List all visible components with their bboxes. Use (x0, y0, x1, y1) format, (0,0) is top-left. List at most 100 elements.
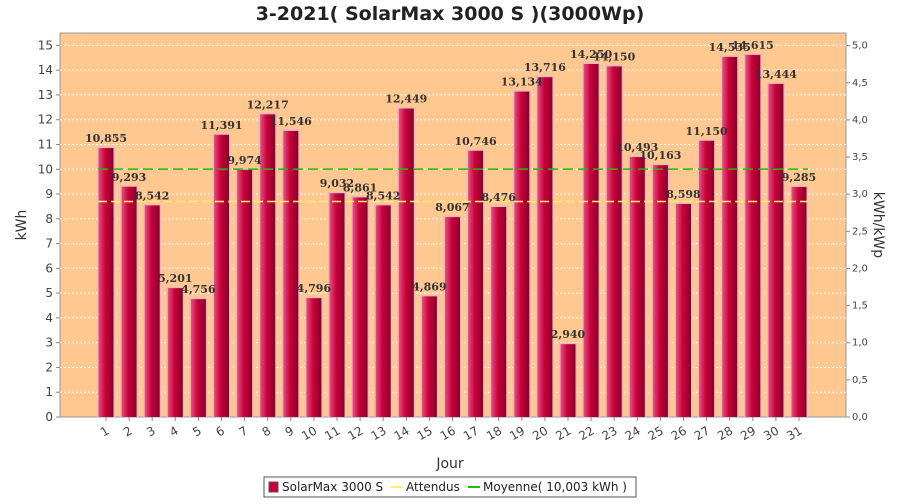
bar-group (166, 286, 185, 417)
x-tick-label: 19 (507, 423, 527, 443)
y-tick-label: 9 (45, 187, 53, 201)
bar-group (120, 185, 139, 417)
data-label: 10,163 (639, 149, 681, 162)
bar-group (443, 215, 462, 417)
x-tick-label: 27 (692, 423, 712, 443)
bar (214, 134, 229, 417)
data-label: 13,134 (501, 76, 543, 89)
bar (791, 186, 807, 417)
bar (537, 77, 553, 418)
bar-group (535, 75, 554, 418)
bar (375, 205, 391, 417)
bar-group (374, 203, 393, 417)
bar (468, 150, 484, 417)
legend-swatch-bar (268, 481, 279, 493)
data-label: 2,940 (551, 328, 586, 341)
y-tick-label: 4 (45, 311, 53, 325)
data-label: 4,796 (297, 282, 332, 295)
bar (237, 169, 253, 417)
y-right-tick-label: 3,5 (852, 152, 868, 163)
bar-group (766, 82, 785, 418)
data-label: 8,542 (135, 189, 169, 202)
x-tick-label: 16 (438, 423, 458, 443)
x-tick-label: 2 (121, 423, 135, 439)
y-tick-label: 8 (45, 212, 53, 226)
bar (283, 130, 299, 418)
y-right-tick-label: 5,0 (852, 41, 868, 52)
data-label: 10,493 (616, 141, 658, 154)
data-label: 9,974 (227, 154, 262, 167)
y-tick-label: 1 (45, 385, 53, 399)
legend-label: SolarMax 3000 S (282, 480, 383, 494)
data-label: 9,293 (112, 171, 146, 184)
data-label: 14,535 (709, 41, 751, 54)
bar (699, 140, 715, 417)
y-tick-label: 12 (38, 113, 53, 127)
x-tick-label: 25 (646, 423, 666, 443)
bar-group (605, 64, 624, 417)
bar-group (420, 294, 439, 417)
bar (167, 288, 183, 417)
x-tick-label: 22 (576, 423, 596, 443)
data-label: 8,598 (666, 188, 701, 201)
x-tick-label: 7 (236, 423, 250, 439)
data-label: 14,250 (570, 48, 612, 61)
bar (445, 217, 460, 417)
bar-group (143, 203, 162, 417)
x-tick-label: 10 (299, 423, 319, 443)
bar-group (651, 163, 670, 417)
x-tick-label: 1 (98, 423, 112, 439)
bar-group (212, 133, 231, 417)
y-right-tick-label: 2,5 (852, 226, 868, 237)
bar-group (628, 155, 647, 418)
bar-group (790, 185, 808, 417)
bar (560, 344, 576, 417)
bar (352, 197, 368, 417)
x-tick-label: 11 (322, 423, 342, 443)
bar-group (397, 107, 416, 418)
data-label: 8,861 (343, 181, 377, 194)
data-label: 11,391 (200, 119, 242, 132)
y-tick-label: 13 (38, 88, 53, 102)
y-tick-label: 14 (38, 63, 53, 77)
y-tick-label: 6 (45, 261, 53, 275)
bar-group (743, 53, 762, 417)
x-tick-label: 14 (392, 423, 412, 443)
y-tick-label: 0 (45, 410, 53, 424)
bar (329, 193, 345, 417)
bar (306, 298, 322, 417)
bar (514, 91, 530, 417)
bar-group (97, 146, 115, 418)
y-axis-label: kWh (14, 210, 30, 241)
y-right-axis-label: kWh/kWp (870, 192, 886, 258)
bar (121, 186, 137, 417)
bar (606, 66, 622, 417)
data-label: 4,869 (412, 280, 446, 293)
y-tick-label: 5 (45, 286, 53, 300)
y-tick-label: 2 (45, 360, 53, 374)
legend-label: Attendus (406, 480, 460, 494)
bar (190, 299, 206, 417)
x-tick-label: 12 (345, 423, 365, 443)
bar-group (281, 129, 300, 418)
data-label: 8,067 (435, 201, 469, 214)
bar (676, 203, 691, 417)
x-tick-label: 31 (784, 423, 804, 443)
bar-group (258, 112, 277, 417)
bar (722, 56, 738, 417)
x-tick-label: 17 (461, 423, 481, 443)
x-tick-label: 24 (623, 423, 643, 443)
data-label: 10,746 (455, 135, 497, 148)
bar (652, 165, 668, 417)
x-tick-label: 23 (599, 423, 619, 443)
bar (629, 157, 645, 418)
y-tick-label: 15 (38, 38, 53, 52)
bar-group (559, 342, 577, 417)
bar-group (489, 205, 508, 417)
x-tick-label: 15 (415, 423, 435, 443)
x-tick-label: 28 (715, 423, 735, 443)
bar (144, 205, 160, 417)
data-label: 13,444 (755, 68, 797, 81)
